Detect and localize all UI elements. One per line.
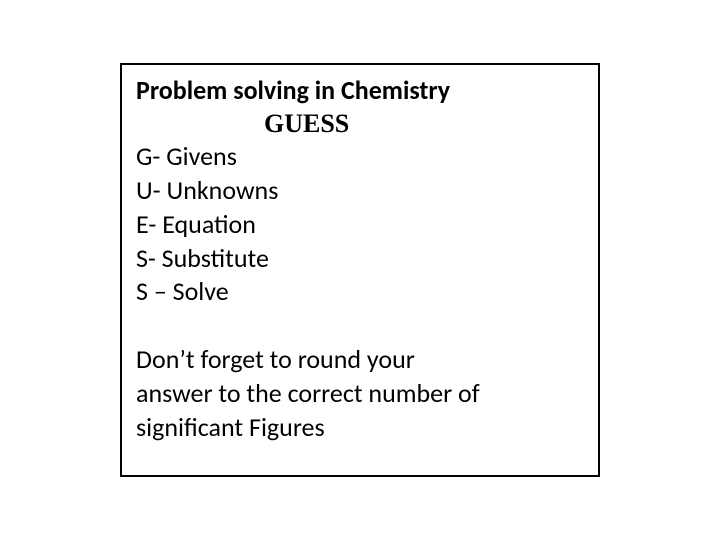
list-item: U- Unknowns [136,174,584,208]
list-item: S- Substitute [136,242,584,276]
footer-line: significant Figures [136,411,584,445]
list-item: E- Equation [136,208,584,242]
content-frame: Problem solving in Chemistry GUESS G- Gi… [120,63,600,476]
footer-line: answer to the correct number of [136,377,584,411]
list-item: S – Solve [136,275,584,309]
spacer [136,309,584,343]
list-item: G- Givens [136,140,584,174]
subtitle-text: GUESS [136,107,584,141]
footer-line: Don’t forget to round your [136,343,584,377]
title-text: Problem solving in Chemistry [136,75,584,106]
